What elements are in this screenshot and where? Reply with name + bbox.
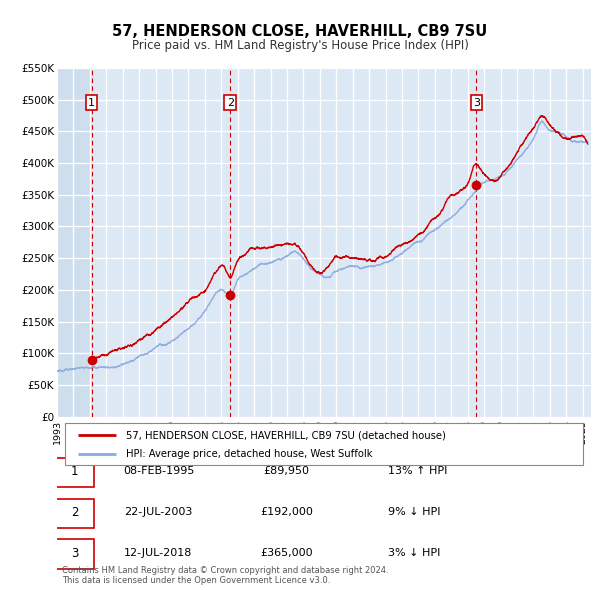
Text: £89,950: £89,950 [263,466,310,476]
Text: 3: 3 [71,546,79,559]
Text: Contains HM Land Registry data © Crown copyright and database right 2024.
This d: Contains HM Land Registry data © Crown c… [62,566,389,585]
Text: 3% ↓ HPI: 3% ↓ HPI [388,548,440,558]
FancyBboxPatch shape [55,458,94,487]
Text: 08-FEB-1995: 08-FEB-1995 [123,466,194,476]
Text: 1: 1 [71,465,79,478]
Text: 22-JUL-2003: 22-JUL-2003 [124,507,193,517]
Text: HPI: Average price, detached house, West Suffolk: HPI: Average price, detached house, West… [127,449,373,459]
Text: 9% ↓ HPI: 9% ↓ HPI [388,507,440,517]
Text: 57, HENDERSON CLOSE, HAVERHILL, CB9 7SU (detached house): 57, HENDERSON CLOSE, HAVERHILL, CB9 7SU … [127,430,446,440]
Text: £365,000: £365,000 [260,548,313,558]
Text: 13% ↑ HPI: 13% ↑ HPI [388,466,448,476]
Text: 57, HENDERSON CLOSE, HAVERHILL, CB9 7SU: 57, HENDERSON CLOSE, HAVERHILL, CB9 7SU [112,24,488,38]
Text: 1: 1 [88,98,95,108]
Text: 3: 3 [473,98,480,108]
Polygon shape [57,68,92,417]
FancyBboxPatch shape [55,499,94,528]
FancyBboxPatch shape [65,423,583,466]
Text: 2: 2 [227,98,234,108]
Text: 2: 2 [71,506,79,519]
Text: £192,000: £192,000 [260,507,313,517]
Text: Price paid vs. HM Land Registry's House Price Index (HPI): Price paid vs. HM Land Registry's House … [131,39,469,52]
Polygon shape [57,68,92,417]
FancyBboxPatch shape [55,539,94,569]
Text: 12-JUL-2018: 12-JUL-2018 [124,548,193,558]
